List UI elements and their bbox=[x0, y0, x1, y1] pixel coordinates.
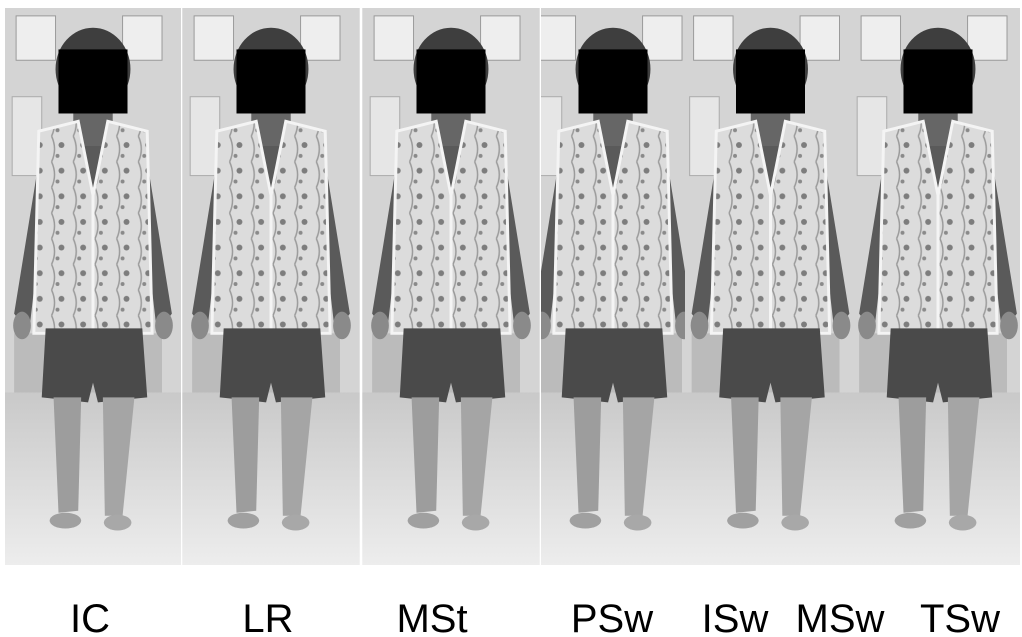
walking-person bbox=[849, 8, 1022, 565]
photo-panel bbox=[524, 8, 701, 565]
phase-label: LR bbox=[242, 597, 293, 637]
phase-label: IC bbox=[70, 597, 110, 637]
phase-label: PSw bbox=[571, 597, 653, 637]
photo-panel bbox=[4, 8, 181, 565]
photo-panel bbox=[182, 8, 359, 565]
phase-label: ISw bbox=[702, 597, 769, 637]
phase-label: MSt bbox=[396, 597, 467, 637]
phase-labels: IC LR MSt PSw ISw MSw TSw bbox=[70, 597, 1000, 637]
photo-panels bbox=[4, 8, 1022, 565]
photo-panel bbox=[682, 8, 859, 565]
walking-person bbox=[524, 8, 701, 565]
walking-person bbox=[362, 8, 539, 565]
walking-person bbox=[4, 8, 181, 565]
gait-figure: IC LR MSt PSw ISw MSw TSw bbox=[0, 0, 1022, 637]
photo-panel bbox=[849, 8, 1022, 565]
walking-person bbox=[682, 8, 859, 565]
photo-panel bbox=[362, 8, 539, 565]
phase-label: MSw bbox=[796, 597, 885, 637]
phase-label: TSw bbox=[920, 597, 1000, 637]
walking-person bbox=[182, 8, 359, 565]
